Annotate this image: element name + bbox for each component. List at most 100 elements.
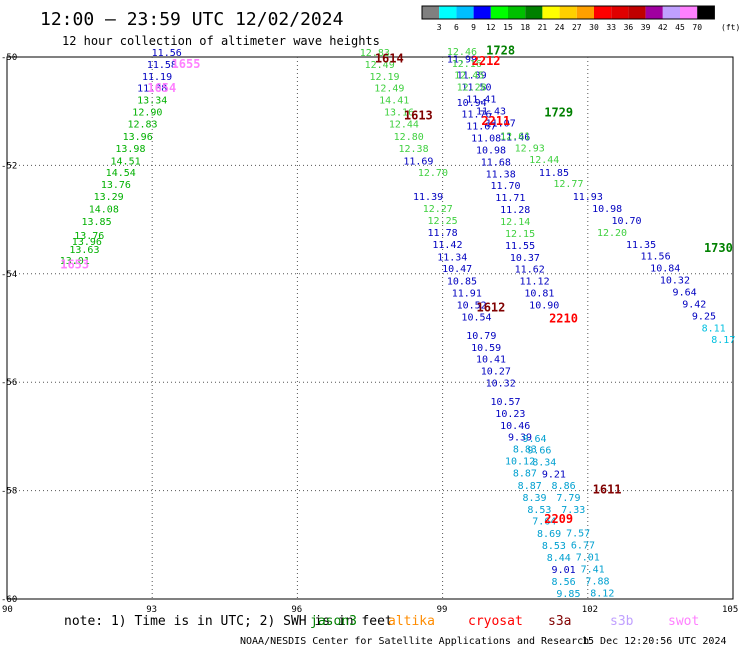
colorbar-swatch: [422, 6, 440, 19]
swh-value: 12.45: [454, 71, 484, 82]
swh-value: 10.98: [476, 145, 506, 156]
swh-value: 14.41: [379, 96, 409, 107]
track-label: 1729: [544, 106, 573, 120]
swh-value: 10.81: [524, 289, 554, 300]
swh-value: 10.70: [611, 216, 641, 227]
swh-value: 14.08: [89, 205, 119, 216]
swh-value: 11.35: [626, 240, 656, 251]
swh-value: 12.16: [452, 59, 482, 70]
swh-value: 8.87: [518, 481, 542, 492]
swh-value: 11.71: [495, 193, 525, 204]
swh-value: 12.46: [447, 47, 477, 58]
swh-value: 10.47: [442, 264, 472, 275]
swh-value: 11.19: [142, 72, 172, 83]
x-tick-label: 96: [291, 605, 302, 615]
swh-value: 10.32: [486, 379, 516, 390]
colorbar-swatch: [542, 6, 560, 19]
swh-value: 8.53: [542, 541, 566, 552]
colorbar-label: 6: [454, 23, 459, 32]
satellite-swot: swot: [668, 614, 699, 629]
track-label: 2209: [544, 512, 573, 526]
swh-value: 11.78: [428, 228, 458, 239]
swh-value: 11.39: [413, 192, 443, 203]
swh-value: 12.38: [399, 144, 429, 155]
swh-value: 11.38: [486, 169, 516, 180]
swh-value: 10.90: [529, 300, 559, 311]
track-label: 1614: [375, 51, 404, 65]
colorbar-swatch: [439, 6, 457, 19]
swh-value: 13.98: [115, 144, 145, 155]
swh-value: 11.56: [152, 48, 182, 59]
swh-value: 11.56: [641, 252, 671, 263]
swh-value: 11.41: [466, 95, 496, 106]
swh-value: 9.25: [692, 311, 716, 322]
swh-value: 8.34: [532, 458, 556, 469]
swh-value: 12.19: [369, 72, 399, 83]
footer-note: note: 1) Time is in UTC; 2) SWH is in fe…: [64, 614, 393, 629]
swh-value: 11.28: [500, 205, 530, 216]
x-tick-label: 90: [2, 605, 13, 615]
swh-value: 11.67: [466, 122, 496, 133]
y-tick-label: -52: [1, 161, 17, 171]
x-tick-label: 102: [582, 605, 598, 615]
colorbar-label: 27: [572, 23, 582, 32]
satellite-altika: altika: [388, 614, 435, 629]
swh-value: 12.15: [505, 229, 535, 240]
swh-value: 10.79: [466, 331, 496, 342]
swh-value: 8.56: [552, 577, 576, 588]
track-label: 2210: [549, 312, 578, 326]
swh-value: 13.34: [137, 96, 167, 107]
colorbar-label: 18: [520, 23, 530, 32]
swh-value: 11.70: [490, 181, 520, 192]
y-tick-label: -50: [1, 53, 17, 63]
swh-value: 13.16: [384, 108, 414, 119]
colorbar-swatch: [490, 6, 508, 19]
swh-value: 12.49: [374, 84, 404, 95]
swh-value: 11.08: [471, 134, 501, 145]
colorbar-unit: (ft): [721, 23, 740, 32]
swh-value: 9.21: [542, 470, 566, 481]
swh-value: 11.07: [486, 118, 516, 129]
swh-value: 11.68: [481, 157, 511, 168]
swh-value: 9.01: [552, 565, 576, 576]
satellite-s3a: s3a: [548, 614, 571, 629]
swh-value: 11.50: [461, 83, 491, 94]
swh-value: 12.83: [127, 119, 157, 130]
swh-value: 12.20: [597, 228, 627, 239]
colorbar-swatch: [559, 6, 577, 19]
colorbar-label: 12: [486, 23, 496, 32]
swh-value: 11.99: [447, 54, 477, 65]
plot-frame: [6, 56, 734, 600]
swh-value: 14.54: [106, 168, 136, 179]
swh-value: 11.46: [500, 132, 530, 143]
swh-value: 12.27: [423, 204, 453, 215]
colorbar-label: 30: [589, 23, 599, 32]
swh-value: 11.58: [147, 60, 177, 71]
swh-value: 12.44: [389, 119, 419, 130]
swh-value: 12.77: [553, 179, 583, 190]
colorbar-label: 39: [641, 23, 651, 32]
track-label: 1654: [147, 81, 176, 95]
swh-value: 8.83: [513, 445, 537, 456]
swh-value: 13.29: [94, 192, 124, 203]
colorbar-label: 36: [624, 23, 634, 32]
swh-value: 12.80: [394, 132, 424, 143]
swh-value: 10.98: [592, 204, 622, 215]
colorbar-label: 33: [606, 23, 616, 32]
track-label: 2211: [481, 114, 510, 128]
swh-value: 8.53: [527, 505, 551, 516]
swh-value: 12.83: [360, 48, 390, 59]
swh-value: 12.14: [500, 217, 530, 228]
colorbar-label: 9: [471, 23, 476, 32]
swh-value: 12.28: [457, 83, 487, 94]
track-label: 1730: [704, 241, 733, 255]
swh-value: 13.63: [69, 245, 99, 256]
swh-value: 12.49: [365, 60, 395, 71]
swh-value: 10.23: [495, 409, 525, 420]
swh-value: 10.46: [500, 421, 530, 432]
swh-value: 10.57: [490, 397, 520, 408]
grid: [7, 57, 733, 599]
swh-value: 10.32: [660, 276, 690, 287]
